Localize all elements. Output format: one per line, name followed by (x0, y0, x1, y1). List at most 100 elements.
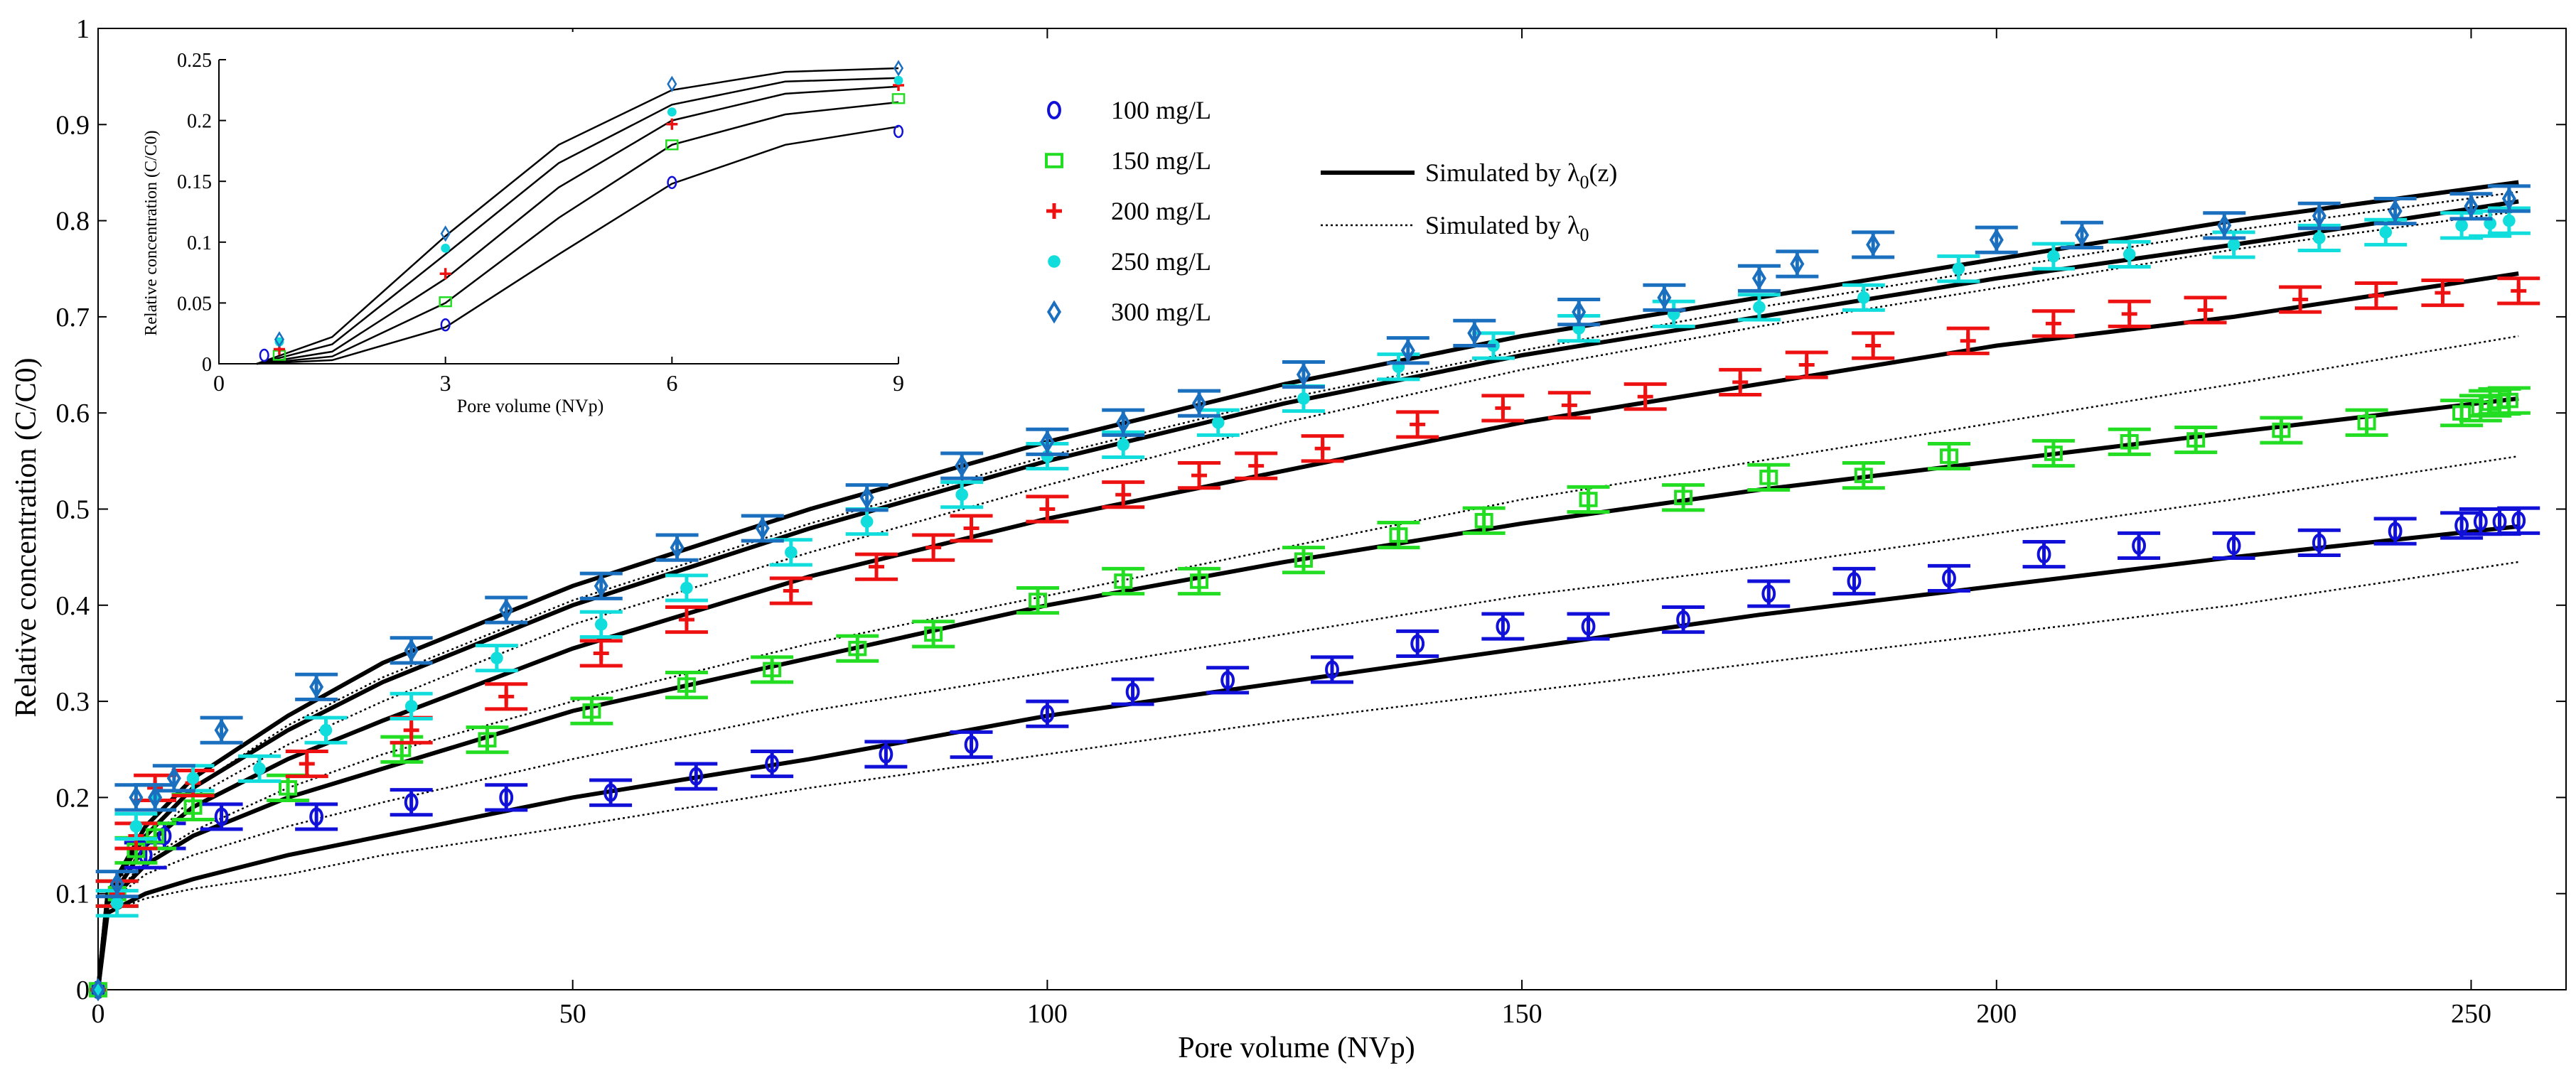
error-bar (751, 655, 794, 684)
legend-label: 100 mg/L (1111, 96, 1211, 124)
series-100-mg-l (91, 506, 2540, 999)
y-tick-label: 0.8 (56, 207, 90, 237)
data-point (478, 732, 497, 748)
data-point (404, 638, 419, 662)
error-bar (1462, 506, 1506, 535)
data-point (594, 618, 608, 631)
error-bar (2487, 386, 2531, 415)
data-point (1561, 397, 1577, 414)
data-point (1114, 573, 1133, 589)
data-point (955, 454, 970, 478)
y-tick-label: 0.4 (56, 591, 90, 621)
data-point (1761, 584, 1776, 603)
inset-simulated-curve (256, 85, 899, 365)
data-point (689, 767, 704, 786)
error-bar (1662, 483, 1705, 512)
data-point (1751, 266, 1766, 291)
legend-marker (1046, 300, 1062, 324)
x-tick-label: 150 (1502, 999, 1542, 1029)
x-tick-label: 50 (559, 999, 586, 1029)
data-point (2186, 432, 2206, 448)
x-tick-label: 200 (1976, 999, 2017, 1029)
legend-line-label: Simulated by λ0(z) (1425, 158, 1617, 193)
data-point (1410, 416, 1426, 433)
data-point (2047, 249, 2060, 263)
data-point (1790, 252, 1805, 276)
inset-data-point (667, 75, 677, 92)
data-point (1248, 458, 1265, 474)
y-axis-label: Relative concentration (C/C0) (10, 357, 43, 717)
inset-data-point (274, 337, 284, 347)
x-axis-label: Pore volume (NVp) (1178, 1032, 1415, 1064)
data-point (2074, 223, 2089, 247)
data-point (214, 718, 229, 742)
error-bar (2345, 408, 2388, 437)
data-point (1040, 704, 1055, 723)
data-point (2511, 511, 2526, 530)
data-point (963, 520, 980, 536)
data-point (924, 626, 943, 642)
data-point (309, 807, 324, 826)
data-point (2226, 536, 2241, 555)
data-point (1960, 333, 1976, 349)
error-bar (1747, 463, 1791, 492)
data-point (2312, 204, 2327, 228)
data-point (499, 788, 514, 807)
data-point (1296, 362, 1311, 387)
error-bar (2174, 425, 2218, 455)
data-point (1866, 232, 1881, 256)
data-point (1211, 416, 1225, 429)
simulated-lambda0z-curve (96, 199, 2519, 990)
data-point (1581, 617, 1596, 636)
data-point (253, 762, 266, 775)
error-bar (1178, 566, 1221, 596)
y-tick-label: 0.1 (56, 880, 90, 909)
data-point (404, 700, 418, 713)
data-point (166, 766, 181, 790)
data-point (2492, 512, 2507, 531)
data-point (2227, 238, 2240, 252)
x-tick-label: 100 (1027, 999, 1068, 1029)
data-point (2292, 291, 2309, 308)
data-point (755, 517, 770, 541)
data-point (2464, 194, 2479, 218)
data-point (1297, 392, 1310, 405)
data-point (1637, 389, 1653, 405)
data-point (157, 826, 172, 846)
data-point (1325, 660, 1339, 679)
data-point (2036, 545, 2051, 564)
data-point (319, 723, 333, 737)
data-point (1115, 487, 1132, 503)
data-point (1952, 262, 1965, 276)
data-point (499, 598, 514, 622)
data-point (1989, 228, 2004, 252)
data-point (1847, 571, 1862, 590)
inset-data-point (667, 107, 677, 117)
y-tick-label: 0.6 (56, 399, 90, 428)
data-point (2435, 285, 2451, 301)
error-bar (466, 725, 509, 755)
data-point (677, 677, 696, 693)
data-point (183, 799, 203, 815)
data-point (1125, 682, 1140, 701)
error-bar (267, 773, 310, 802)
data-point (1940, 448, 1958, 464)
inset-data-point (666, 118, 678, 130)
simulated-lambda0-curve (97, 455, 2519, 990)
data-point (1753, 301, 1766, 314)
simulated-lambda0z-curve (96, 271, 2519, 990)
legend-marker (1048, 255, 1061, 268)
data-point (879, 745, 893, 764)
simulated-lambda0-curve (97, 561, 2519, 990)
data-point (2122, 248, 2136, 261)
data-point (1220, 671, 1235, 690)
inset-simulated-curve (257, 125, 899, 365)
inset-x-tick-label: 6 (666, 370, 677, 396)
series-150-mg-l (89, 386, 2531, 998)
error-bar (665, 671, 708, 700)
error-bar (1016, 585, 1060, 615)
inset-data-point (893, 75, 903, 85)
data-point (1039, 501, 1056, 517)
data-point (1759, 470, 1778, 485)
data-point (582, 703, 601, 719)
